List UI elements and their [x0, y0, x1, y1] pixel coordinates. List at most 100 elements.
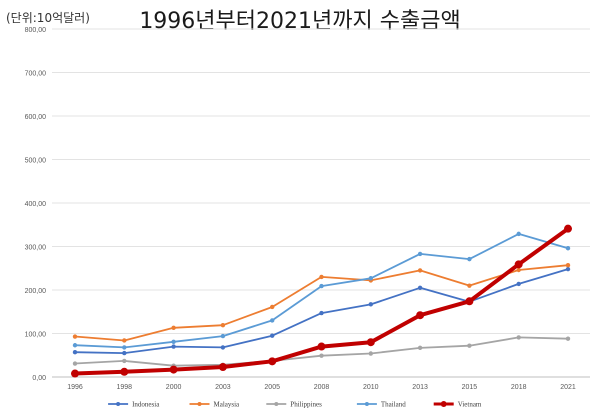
x-tick-label: 2008 — [314, 384, 330, 391]
x-tick-label: 2000 — [166, 384, 182, 391]
data-point — [220, 333, 226, 339]
y-tick-label: 600,00 — [25, 114, 47, 121]
data-point — [368, 276, 373, 281]
data-point — [565, 263, 571, 268]
data-point — [366, 338, 375, 347]
data-point — [417, 285, 423, 291]
data-point — [516, 267, 521, 273]
data-point — [417, 251, 423, 257]
data-point — [220, 323, 226, 328]
data-point — [122, 350, 127, 356]
y-tick-label: 500,00 — [25, 158, 47, 165]
data-point — [514, 260, 523, 269]
data-point — [122, 338, 127, 343]
data-point — [218, 362, 227, 371]
x-tick-label: 2013 — [412, 384, 428, 391]
data-point — [120, 367, 129, 376]
y-tick-label: 100,00 — [25, 332, 47, 339]
x-tick-label: 2005 — [264, 384, 280, 391]
data-point — [317, 342, 326, 351]
data-point — [71, 369, 79, 378]
y-axis: 0,00 100,00 200,00 300,00 400,00 500,00 600,00… — [25, 27, 47, 382]
legend-item-thailand: Thailand — [356, 401, 406, 409]
data-point — [122, 358, 127, 364]
x-axis: 1996 1998 2000 2003 2005 2008 2010 2013 2015 2018… — [67, 384, 576, 391]
x-tick-label: 2021 — [560, 384, 576, 391]
x-tick-label: 2010 — [363, 384, 379, 391]
x-tick-label: 1996 — [67, 384, 83, 391]
legend-marker — [197, 402, 202, 406]
legend-marker — [274, 402, 279, 406]
legend-label: Indonesia — [132, 401, 160, 409]
data-point — [270, 304, 275, 310]
data-point — [516, 281, 521, 287]
series-line — [73, 226, 570, 376]
data-point — [565, 246, 571, 251]
x-tick-label: 2018 — [511, 384, 527, 391]
data-point — [72, 334, 78, 339]
legend-item-malaysia: Malaysia — [189, 401, 241, 409]
legend: Indonesia Malaysia Philippines Thailand Viet… — [108, 401, 482, 409]
series-lines — [71, 224, 572, 378]
legend-marker — [440, 401, 447, 407]
legend-label: Thailand — [381, 401, 406, 409]
data-point — [270, 318, 275, 323]
data-point — [171, 325, 176, 331]
data-point — [319, 274, 324, 280]
data-point — [72, 343, 78, 348]
data-point — [171, 344, 176, 349]
data-point — [467, 283, 472, 288]
data-point — [220, 345, 226, 350]
legend-item-vietnam: Vietnam — [433, 401, 482, 409]
x-tick-label: 2003 — [215, 384, 231, 391]
legend-item-philippines: Philippines — [266, 401, 322, 409]
series-vietnam — [71, 224, 572, 378]
x-tick-label: 1998 — [117, 384, 133, 391]
series-philippines — [72, 335, 571, 368]
data-point — [564, 224, 572, 233]
data-point — [417, 268, 423, 273]
series-thailand — [72, 231, 571, 350]
data-point — [416, 311, 425, 320]
data-point — [565, 266, 571, 272]
data-point — [368, 302, 373, 307]
legend-marker — [116, 402, 121, 406]
legend-item-indonesia: Indonesia — [108, 401, 160, 409]
legend-label: Philippines — [290, 401, 322, 409]
data-point — [368, 351, 373, 356]
data-point — [319, 310, 324, 316]
y-tick-label: 0,00 — [32, 375, 46, 382]
chart-title: 1996년부터2021년까지 수출금액 — [139, 9, 461, 34]
series-line — [74, 336, 569, 367]
data-point — [516, 231, 521, 237]
data-point — [319, 353, 324, 358]
data-point — [268, 357, 277, 366]
series-malaysia — [72, 263, 571, 343]
x-tick-label: 2015 — [462, 384, 478, 391]
legend-label: Vietnam — [458, 401, 482, 409]
data-point — [270, 333, 275, 338]
data-point — [122, 345, 127, 350]
y-tick-label: 300,00 — [25, 245, 47, 252]
legend-marker — [364, 402, 369, 406]
data-point — [516, 335, 521, 340]
data-point — [565, 336, 571, 341]
y-tick-label: 400,00 — [25, 201, 47, 208]
y-tick-label: 200,00 — [25, 288, 47, 295]
unit-label: (단위:10억달러) — [6, 11, 90, 25]
y-tick-label: 700,00 — [25, 71, 47, 78]
data-point — [465, 297, 474, 306]
gridlines — [52, 28, 590, 378]
data-point — [171, 339, 176, 344]
data-point — [467, 343, 472, 348]
series-line — [74, 232, 569, 349]
y-tick-label: 800,00 — [25, 27, 47, 34]
data-point — [169, 365, 178, 374]
data-point — [72, 361, 78, 366]
data-point — [319, 283, 324, 289]
legend-label: Malaysia — [214, 401, 241, 409]
data-point — [72, 350, 78, 355]
data-point — [417, 345, 423, 351]
data-point — [467, 256, 472, 262]
